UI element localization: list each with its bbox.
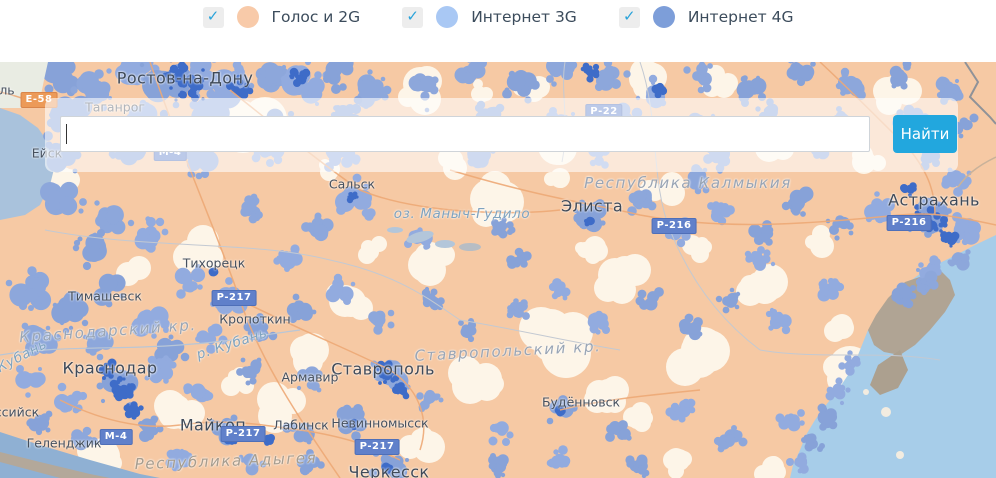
legend-color-dot [652, 6, 675, 28]
legend-color-dot [236, 6, 259, 28]
check-icon: ✓ [206, 6, 220, 25]
legend-item: ✓ Интернет 4G [618, 6, 794, 28]
legend-label: Интернет 4G [687, 8, 794, 26]
check-icon: ✓ [623, 6, 636, 25]
map-search-bar: Найти [45, 98, 958, 172]
legend-item: ✓ Голос и 2G [202, 6, 361, 28]
legend-checkbox[interactable]: ✓ [202, 6, 224, 28]
coverage-legend: ✓ Голос и 2G ✓ Интернет 3G ✓ Интернет 4G [202, 6, 794, 28]
search-button[interactable]: Найти [893, 115, 957, 153]
legend-label: Голос и 2G [271, 8, 361, 26]
legend-bar: ✓ Голос и 2G ✓ Интернет 3G ✓ Интернет 4G [0, 0, 996, 62]
check-icon: ✓ [406, 6, 419, 25]
legend-item: ✓ Интернет 3G [402, 6, 577, 28]
legend-label: Интернет 3G [471, 8, 577, 26]
search-input[interactable] [60, 116, 870, 152]
text-caret [66, 124, 67, 144]
legend-color-dot [436, 6, 459, 28]
coverage-map[interactable]: Ростов-на-Дону Элиста Астрахань Краснодар Ст… [0, 62, 996, 478]
legend-checkbox[interactable]: ✓ [618, 6, 640, 28]
legend-checkbox[interactable]: ✓ [402, 6, 424, 28]
